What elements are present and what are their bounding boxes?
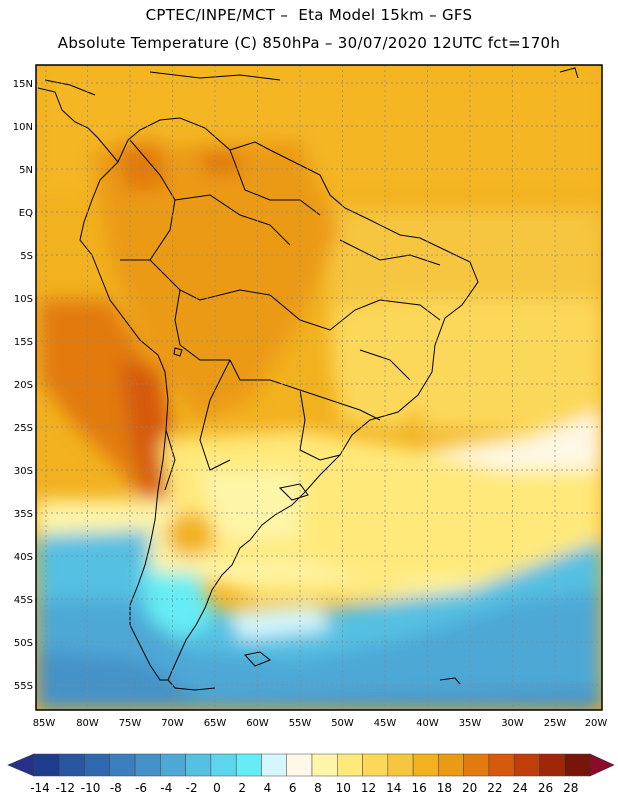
lon-label: 45W xyxy=(374,718,397,729)
lon-label: 30W xyxy=(501,718,524,729)
colorbar-labels: -14 -12 -10 -8 -6 -4 -2 0 2 4 6 8 10 12 14 16 18 20 22 24 26… xyxy=(30,781,578,795)
colorbar: -14 -12 -10 -8 -6 -4 -2 0 2 4 6 8 10 12 14 16 18 20 22 24 26… xyxy=(7,753,615,795)
colorbar-swatch xyxy=(185,753,212,777)
colorbar-tick-label: 6 xyxy=(289,781,297,795)
lat-label: 5S xyxy=(20,251,33,262)
colorbar-swatch xyxy=(311,753,338,777)
colorbar-swatch xyxy=(134,753,161,777)
colorbar-tick-label: -2 xyxy=(186,781,198,795)
lat-label: 10S xyxy=(14,294,33,305)
colorbar-swatch xyxy=(539,753,565,777)
colorbar-swatch xyxy=(438,753,464,777)
colorbar-swatch xyxy=(286,753,313,777)
colorbar-swatch xyxy=(488,753,515,777)
lat-axis: 15N 10N 5N EQ 5S 10S 15S 20S 25S 30S 35S… xyxy=(13,79,33,692)
chart-title-line2: Absolute Temperature (C) 850hPa – 30/07/… xyxy=(57,34,561,52)
colorbar-tick-label: 8 xyxy=(314,781,322,795)
colorbar-swatch xyxy=(564,753,591,777)
colorbar-swatch xyxy=(210,753,237,777)
lat-label: 5N xyxy=(19,165,33,176)
lon-label: 85W xyxy=(33,718,56,729)
lat-label: 35S xyxy=(14,509,33,520)
colorbar-tick-label: -8 xyxy=(110,781,122,795)
colorbar-tick-label: -10 xyxy=(81,781,101,795)
colorbar-tick-label: 0 xyxy=(213,781,221,795)
colorbar-swatch xyxy=(261,753,287,777)
colorbar-swatch xyxy=(59,753,85,777)
lon-label: 25W xyxy=(544,718,567,729)
colorbar-swatch xyxy=(387,753,414,777)
colorbar-swatch xyxy=(109,753,136,777)
lat-label: 30S xyxy=(14,466,33,477)
lat-label: 10N xyxy=(13,122,33,133)
colorbar-swatch xyxy=(412,753,439,777)
lat-label: 45S xyxy=(14,595,33,606)
lon-label: 65W xyxy=(204,718,227,729)
colorbar-swatch xyxy=(362,753,389,777)
colorbar-tick-label: 26 xyxy=(538,781,553,795)
colorbar-tick-label: 2 xyxy=(238,781,246,795)
graticule xyxy=(36,65,602,710)
lon-label: 20W xyxy=(585,718,608,729)
colorbar-tick-label: -14 xyxy=(30,781,50,795)
colorbar-tick-label: 16 xyxy=(411,781,426,795)
lon-label: 60W xyxy=(246,718,269,729)
lon-label: 80W xyxy=(76,718,99,729)
temperature-field xyxy=(36,65,602,710)
colorbar-swatch xyxy=(513,753,540,777)
lon-axis: 85W 80W 75W 70W 65W 60W 55W 50W 45W 40W … xyxy=(33,718,608,729)
colorbar-tick-label: 20 xyxy=(462,781,477,795)
lat-label: 25S xyxy=(14,423,33,434)
colorbar-tick-label: 4 xyxy=(264,781,272,795)
chart-title-line1: CPTEC/INPE/MCT – Eta Model 15km – GFS xyxy=(145,6,473,24)
colorbar-tick-label: 18 xyxy=(437,781,452,795)
lat-label: 50S xyxy=(14,638,33,649)
colorbar-tick-label: 14 xyxy=(386,781,401,795)
colorbar-swatch xyxy=(235,753,262,777)
lon-label: 35W xyxy=(459,718,482,729)
lon-label: 40W xyxy=(416,718,439,729)
colorbar-tick-label: 10 xyxy=(336,781,351,795)
lon-label: 55W xyxy=(289,718,312,729)
lon-label: 50W xyxy=(331,718,354,729)
map-frame xyxy=(35,64,603,711)
colorbar-tick-label: -6 xyxy=(135,781,147,795)
colorbar-tick-label: 22 xyxy=(487,781,502,795)
lat-label: 20S xyxy=(14,380,33,391)
lat-label: 55S xyxy=(14,681,33,692)
lat-label: 40S xyxy=(14,552,33,563)
colorbar-tick-label: -12 xyxy=(55,781,75,795)
colorbar-tick-label: 24 xyxy=(513,781,528,795)
colorbar-swatch xyxy=(463,753,490,777)
lon-label: 75W xyxy=(119,718,142,729)
lat-label: EQ xyxy=(19,208,33,219)
lat-label: 15S xyxy=(14,337,33,348)
lat-label: 15N xyxy=(13,79,33,90)
colorbar-under-arrow xyxy=(7,753,35,777)
colorbar-tick-label: -4 xyxy=(160,781,172,795)
colorbar-tick-label: 12 xyxy=(361,781,376,795)
colorbar-swatch xyxy=(337,753,363,777)
colorbar-swatch xyxy=(33,753,60,777)
colorbar-tick-label: 28 xyxy=(563,781,578,795)
lon-label: 70W xyxy=(161,718,184,729)
colorbar-swatch xyxy=(160,753,186,777)
colorbar-over-arrow xyxy=(589,753,615,777)
colorbar-swatch xyxy=(84,753,111,777)
colorbar-swatches xyxy=(7,753,615,777)
